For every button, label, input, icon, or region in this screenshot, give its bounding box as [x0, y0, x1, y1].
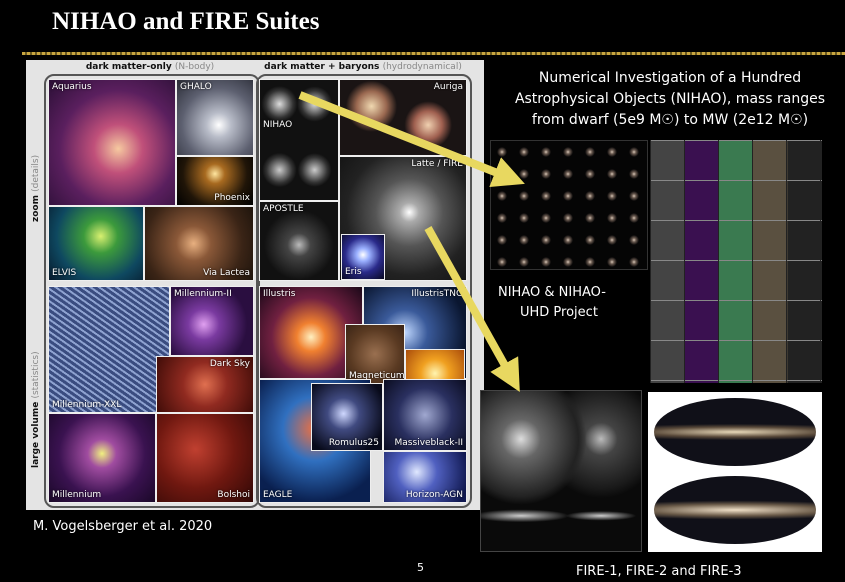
header-main: dark matter + baryons: [264, 62, 380, 72]
caption-line: UHD Project: [520, 305, 598, 320]
simulation-label: Millennium-XXL: [52, 400, 122, 410]
simulation-label: Illustris: [263, 289, 296, 299]
header-note: (N-body): [174, 62, 215, 72]
simulation-image: Bolshoi: [156, 413, 254, 503]
simulation-image: GHALO: [176, 79, 254, 156]
simulation-label: Bolshoi: [217, 490, 250, 500]
fire-caption: FIRE-1, FIRE-2 and FIRE-3: [576, 564, 742, 579]
column-frame: [256, 74, 472, 508]
description-line: from dwarf (5e9 M☉) to MW (2e12 M☉): [531, 112, 809, 128]
simulation-label: Horizon-AGN: [405, 490, 463, 500]
column-header: dark matter + baryons (hydrodynamical): [257, 62, 469, 72]
slide-title: NIHAO and FIRE Suites: [52, 8, 320, 35]
simulation-image: Aquarius: [48, 79, 176, 206]
simulation-image: NIHAO: [259, 79, 339, 201]
simulation-image: ELVIS: [48, 206, 144, 281]
sky-map: [654, 476, 816, 544]
simulation-label: Via Lactea: [203, 268, 250, 278]
simulation-label: NIHAO: [263, 120, 293, 130]
nihao-property-grid: [650, 140, 822, 383]
caption-line: NIHAO & NIHAO-: [498, 285, 606, 300]
simulation-label: Latte / FIRE: [411, 159, 463, 169]
sky-map: [654, 398, 816, 466]
simulation-label: EAGLE: [263, 490, 293, 500]
column-header: dark matter-only (N-body): [45, 62, 255, 72]
simulation-image: Romulus25: [311, 383, 383, 451]
simulation-image: Millennium-XXL: [48, 286, 170, 413]
simulation-label: IllustrisTNG: [411, 289, 463, 299]
simulation-label: Millennium: [52, 490, 102, 500]
simulation-label: Phoenix: [214, 193, 250, 203]
simulation-label: APOSTLE: [263, 204, 304, 214]
simulation-label: Aquarius: [52, 82, 92, 92]
title-underline: [22, 52, 845, 55]
simulation-image: Horizon-AGN: [383, 451, 467, 503]
simulation-image: Phoenix: [176, 156, 254, 206]
simulation-label: Auriga: [433, 82, 463, 92]
fire-sky-maps: [648, 392, 822, 552]
header-note: (hydrodynamical): [382, 62, 462, 72]
simulation-image: Eris: [341, 234, 385, 280]
simulation-image: Millennium: [48, 413, 156, 503]
simulation-label: Romulus25: [328, 438, 379, 448]
simulation-label: GHALO: [180, 82, 212, 92]
arrow: [424, 226, 520, 392]
arrow: [298, 91, 525, 187]
simulation-label: Millennium-II: [174, 289, 232, 299]
simulation-label: ELVIS: [52, 268, 77, 278]
credit: M. Vogelsberger et al. 2020: [33, 519, 213, 534]
simulation-label: Massiveblack-II: [394, 438, 463, 448]
simulation-image: Dark Sky: [156, 356, 254, 413]
simulation-image: Magneticum: [345, 324, 405, 384]
simulation-label: Dark Sky: [209, 359, 250, 369]
simulation-image: Massiveblack-II: [383, 379, 467, 451]
simulation-image: APOSTLE: [259, 201, 339, 281]
nihao-galaxy-grid: [490, 140, 648, 270]
page-number: 5: [417, 561, 424, 574]
nihao-caption: NIHAO & NIHAO- UHD Project: [498, 283, 606, 323]
simulation-image: Millennium-II: [170, 286, 254, 356]
simulation-label: Eris: [345, 267, 362, 277]
fire-galaxy-images: [480, 390, 642, 552]
nihao-description: Numerical Investigation of a Hundred Ast…: [490, 68, 845, 131]
simulation-label: Magneticum: [349, 371, 405, 381]
simulation-image: Via Lactea: [144, 206, 254, 281]
header-main: dark matter-only: [85, 62, 172, 72]
description-line: Astrophysical Objects (NIHAO), mass rang…: [514, 91, 826, 107]
description-line: Numerical Investigation of a Hundred: [538, 70, 802, 86]
